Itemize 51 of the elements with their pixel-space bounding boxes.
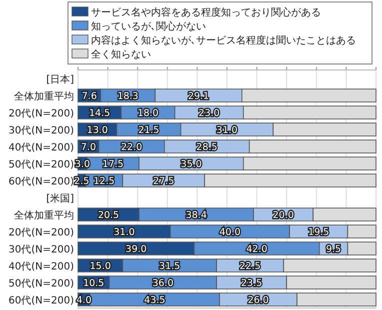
data-label: 18.0 — [137, 108, 159, 119]
data-label: 31.5 — [159, 261, 180, 272]
legend-label: 全く知らない — [91, 48, 151, 60]
data-label: 23.0 — [198, 108, 220, 119]
data-label: 35.0 — [180, 159, 202, 170]
data-label: 17.5 — [102, 159, 124, 170]
y-tick-label: 50代(N=200) — [8, 160, 74, 170]
y-tick-label: 20代(N=200) — [8, 228, 74, 238]
y-tick-label: 40代(N=200) — [8, 142, 74, 154]
data-label: 40.0 — [219, 227, 241, 238]
y-tick-label: [米国] — [46, 192, 74, 204]
data-label: 12.5 — [93, 176, 115, 187]
y-tick-label: 60代(N=200) — [8, 176, 74, 188]
y-tick-label: 40代(N=200) — [8, 262, 74, 272]
data-label: 43.5 — [144, 295, 166, 306]
legend-label: サービス名や内容をある程度知っており関心がある — [91, 6, 321, 18]
data-label: 36.0 — [152, 278, 174, 289]
y-tick-label: 30代(N=200) — [8, 126, 74, 136]
data-label: 27.5 — [153, 176, 174, 187]
y-tick-label: [日本] — [46, 74, 74, 86]
y-tick-label: 60代(N=200) — [8, 296, 74, 306]
data-label: 26.0 — [248, 295, 269, 306]
data-label: 15.0 — [90, 261, 111, 272]
y-tick-label: 全体加重平均 — [14, 210, 74, 222]
data-label: 39.0 — [126, 244, 147, 255]
y-tick-label: 20代(N=200) — [8, 108, 74, 120]
data-label: 7.6 — [82, 91, 97, 102]
data-label: 20.0 — [272, 210, 294, 221]
y-tick-label: 50代(N=200) — [8, 278, 74, 290]
data-label: 23.5 — [241, 278, 262, 289]
y-tick-label: 全体加重平均 — [14, 90, 74, 102]
data-label: 29.1 — [188, 91, 210, 102]
data-label: 38.4 — [186, 210, 207, 221]
data-label: 13.0 — [86, 125, 108, 136]
data-label: 31.0 — [216, 125, 238, 136]
data-label: 22.0 — [121, 142, 142, 153]
data-label: 19.5 — [308, 227, 330, 238]
data-label: 18.3 — [117, 91, 138, 102]
data-label: 20.5 — [98, 210, 120, 221]
y-tick-label: 30代(N=200) — [8, 244, 74, 256]
data-label: 22.5 — [240, 261, 261, 272]
data-label: 10.5 — [83, 278, 104, 289]
data-label: 42.0 — [246, 244, 268, 255]
data-label: 21.5 — [138, 125, 160, 136]
data-label: 14.5 — [89, 108, 110, 119]
data-label: 9.5 — [326, 244, 342, 255]
data-label: 31.0 — [114, 227, 135, 238]
data-label: 28.5 — [196, 142, 218, 153]
legend-label: 知っているが､関心がない — [91, 20, 206, 32]
data-label: 7.0 — [80, 142, 96, 153]
legend-label: 内容はよく知らないが､サービス名程度は聞いたことはある — [91, 34, 356, 46]
